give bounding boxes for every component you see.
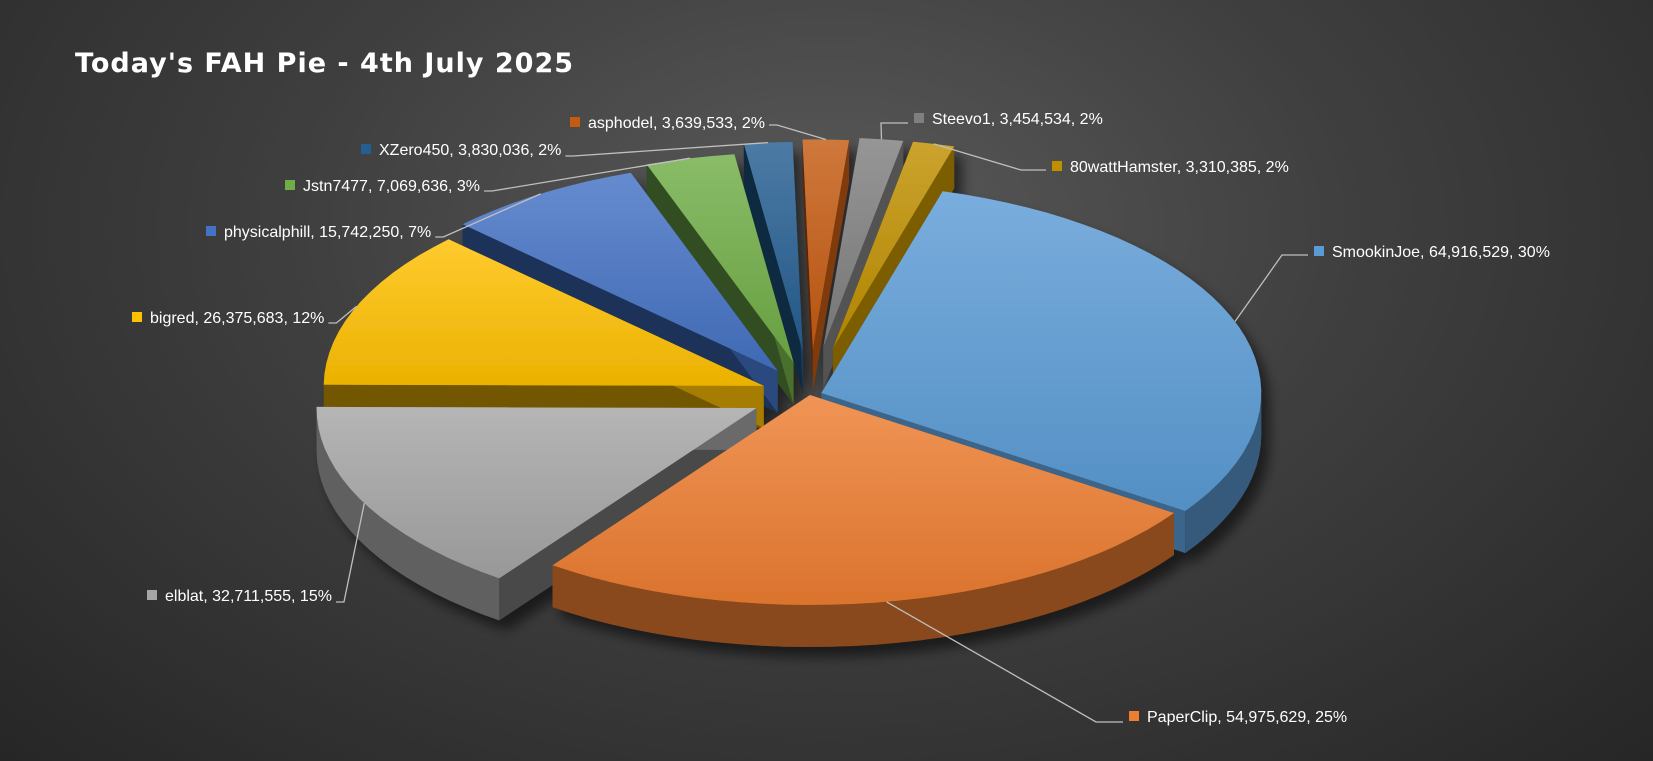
legend-key-physicalphill bbox=[206, 226, 216, 236]
legend-key-bigred bbox=[132, 312, 142, 322]
legend-key-elblat bbox=[147, 590, 157, 600]
slice-top-face bbox=[316, 406, 757, 579]
slice-top-face bbox=[323, 239, 764, 386]
leader-line-paperclip bbox=[886, 601, 1123, 723]
data-label-paperclip: PaperClip, 54,975,629, 25% bbox=[1147, 709, 1347, 726]
leader-line-physicalphill bbox=[435, 193, 541, 238]
slice-top-face bbox=[832, 141, 955, 349]
slice-top-face bbox=[462, 172, 778, 371]
legend-key-xzero450 bbox=[361, 144, 371, 154]
leader-line-asphodel bbox=[769, 124, 826, 141]
pie-slice-paperclip bbox=[552, 395, 1174, 647]
slice-top-face bbox=[646, 154, 794, 363]
slice-outer-wall bbox=[1185, 393, 1262, 553]
legend-key-steevo1 bbox=[914, 113, 924, 123]
legend-key-smookinjoe bbox=[1314, 246, 1324, 256]
pie-slice-xzero450 bbox=[743, 141, 803, 394]
leader-line-jstn7477 bbox=[484, 157, 691, 192]
slice-top-face bbox=[743, 142, 803, 352]
leader-line-xzero450 bbox=[565, 141, 769, 157]
slice-side-wall bbox=[802, 139, 813, 392]
data-label-physicalphill: physicalphill, 15,742,250, 7% bbox=[224, 224, 431, 241]
slice-top-face bbox=[802, 139, 850, 350]
data-label-smookinjoe: SmookinJoe, 64,916,529, 30% bbox=[1332, 244, 1550, 261]
data-label-bigred: bigred, 26,375,683, 12% bbox=[150, 310, 324, 327]
data-label-steevo1: Steevo1, 3,454,534, 2% bbox=[932, 111, 1103, 128]
slice-outer-wall bbox=[316, 408, 500, 621]
data-label-jstn7477: Jstn7477, 7,069,636, 3% bbox=[303, 178, 480, 195]
legend-key-jstn7477 bbox=[285, 180, 295, 190]
pie-slice-asphodel bbox=[802, 139, 850, 392]
leader-line-elblat bbox=[335, 503, 365, 603]
legend-key-80watthamster bbox=[1052, 161, 1062, 171]
chart-title: Today's FAH Pie - 4th July 2025 bbox=[75, 48, 575, 79]
slice-outer-wall bbox=[552, 513, 1174, 647]
data-label-80watthamster: 80wattHamster, 3,310,385, 2% bbox=[1070, 159, 1289, 176]
legend-key-asphodel bbox=[570, 117, 580, 127]
slice-side-wall bbox=[743, 143, 803, 394]
data-label-asphodel: asphodel, 3,639,533, 2% bbox=[588, 115, 765, 132]
leader-line-80watthamster bbox=[933, 143, 1046, 171]
slice-top-face bbox=[552, 395, 1174, 605]
slice-top-face bbox=[823, 138, 904, 348]
leader-line-bigred bbox=[328, 305, 358, 324]
data-label-xzero450: XZero450, 3,830,036, 2% bbox=[379, 142, 561, 159]
slice-side-wall bbox=[812, 140, 850, 392]
leader-line-smookinjoe bbox=[1234, 254, 1308, 322]
slice-top-face bbox=[821, 191, 1262, 511]
leader-line-steevo1 bbox=[880, 122, 908, 140]
data-label-elblat: elblat, 32,711,555, 15% bbox=[165, 588, 332, 605]
legend-key-paperclip bbox=[1129, 711, 1139, 721]
